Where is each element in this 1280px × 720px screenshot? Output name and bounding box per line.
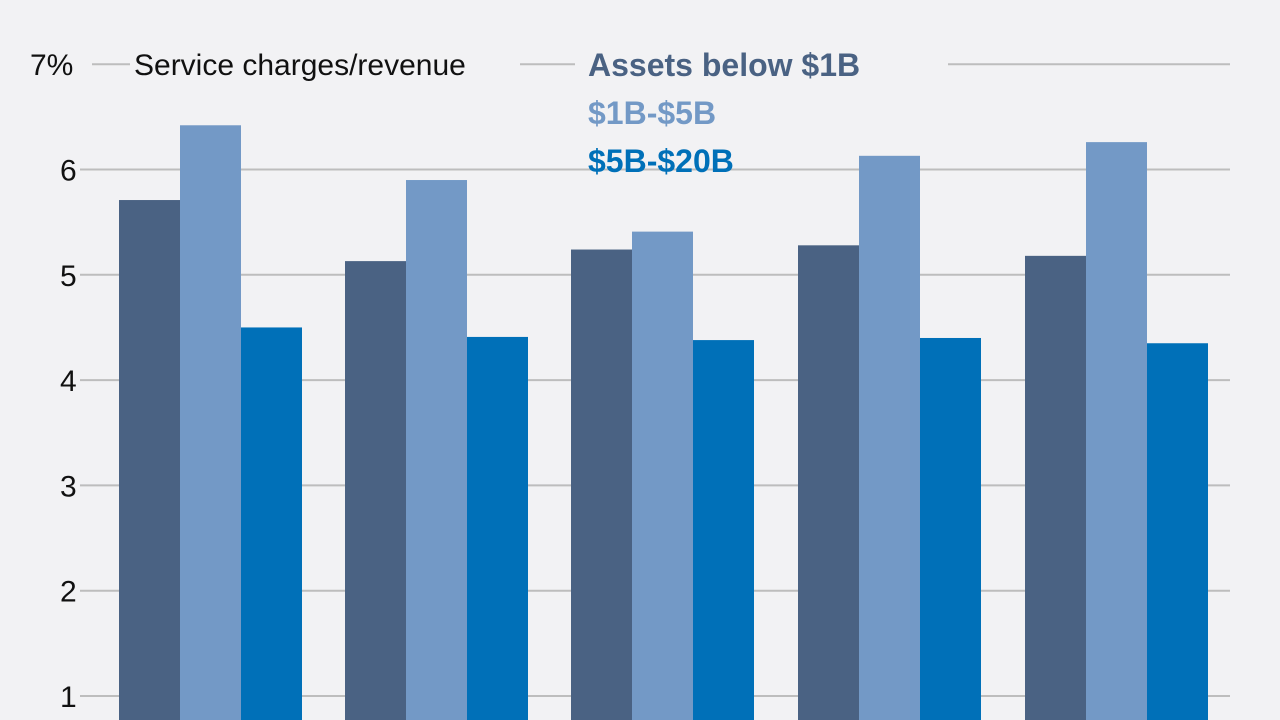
y-tick-label: 3	[60, 470, 77, 503]
bar	[180, 125, 241, 720]
bar	[632, 231, 693, 720]
bar	[1086, 142, 1147, 720]
legend-entry: Assets below $1B	[588, 47, 860, 83]
y-tick-label: 2	[60, 576, 77, 609]
bar	[693, 340, 754, 720]
y-tick-label: 7%	[30, 49, 73, 82]
bar	[241, 327, 302, 720]
bar	[1147, 343, 1208, 720]
legend-entry: $5B-$20B	[588, 143, 734, 179]
bar	[571, 249, 632, 720]
legend-entry: $1B-$5B	[588, 95, 716, 131]
y-tick-label: 4	[60, 365, 77, 398]
y-axis-label: Service charges/revenue	[134, 49, 466, 82]
bar	[345, 261, 406, 720]
bar	[467, 336, 528, 720]
bar	[119, 200, 180, 720]
bar	[859, 155, 920, 720]
y-tick-label: 6	[60, 155, 77, 188]
bar	[798, 245, 859, 720]
bar	[1025, 255, 1086, 720]
bar	[406, 180, 467, 720]
bar	[920, 337, 981, 720]
y-tick-label: 1	[60, 681, 77, 714]
y-tick-label: 5	[60, 260, 77, 293]
